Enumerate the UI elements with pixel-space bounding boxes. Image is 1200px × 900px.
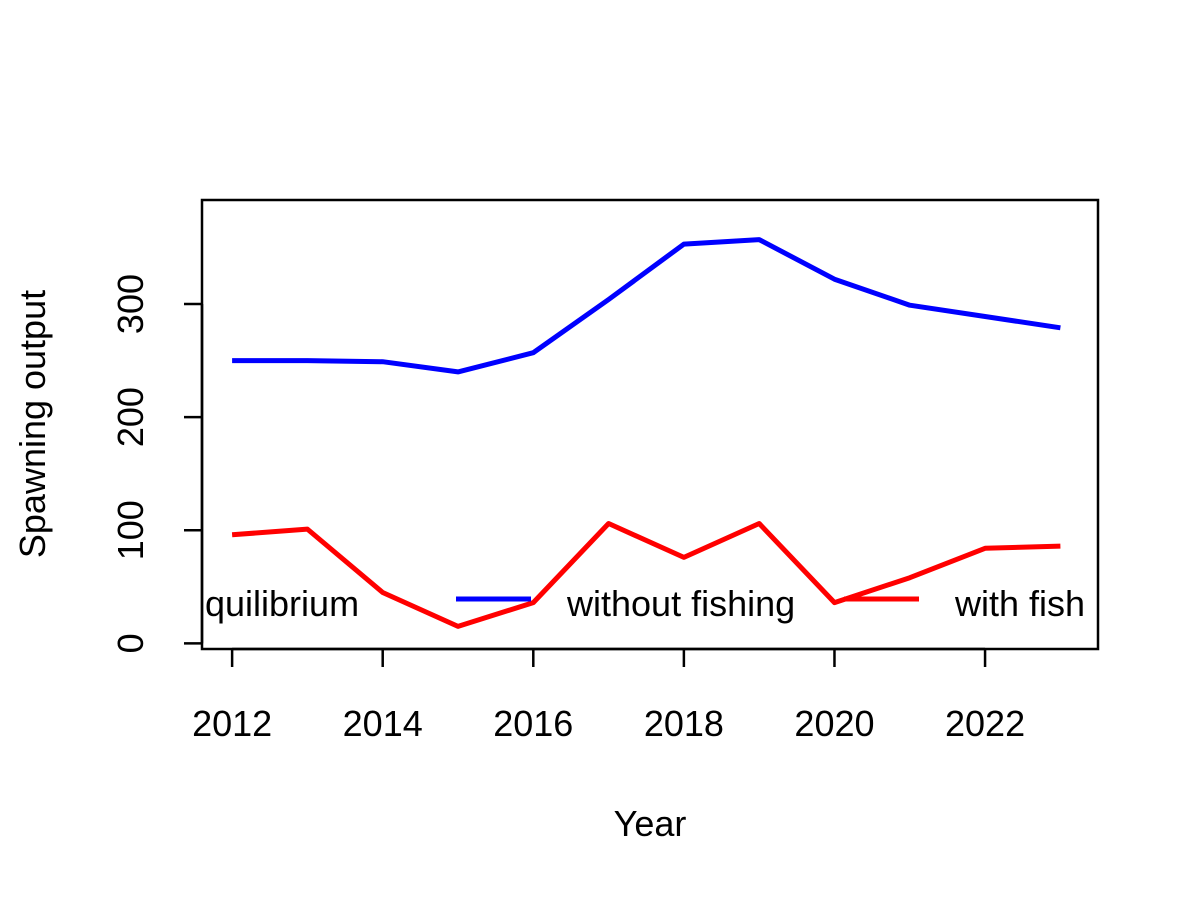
x-tick-label: 2018 (644, 703, 724, 744)
y-tick-label: 0 (110, 633, 151, 653)
legend-label-3: with fish (954, 583, 1085, 624)
x-tick-label: 2020 (794, 703, 874, 744)
legend: quilibrium without fishing with fish (205, 583, 1085, 624)
x-axis: 2012 2014 2016 2018 2020 2022 (192, 647, 1025, 744)
x-axis-title: Year (614, 803, 687, 844)
series-line-1 (232, 237, 1061, 375)
y-axis-title: Spawning output (12, 290, 53, 558)
y-axis: 0 100 200 300 (110, 274, 204, 653)
x-tick-label: 2014 (343, 703, 423, 744)
legend-label-2: without fishing (566, 583, 795, 624)
series-layer (231, 237, 1061, 629)
y-tick-label: 100 (110, 500, 151, 560)
x-tick-label: 2022 (945, 703, 1025, 744)
y-tick-label: 300 (110, 274, 151, 334)
y-tick-label: 200 (110, 387, 151, 447)
x-tick-label: 2012 (192, 703, 272, 744)
x-tick-label: 2016 (493, 703, 573, 744)
legend-label-1: quilibrium (205, 583, 359, 624)
series-line-2 (231, 521, 1061, 629)
